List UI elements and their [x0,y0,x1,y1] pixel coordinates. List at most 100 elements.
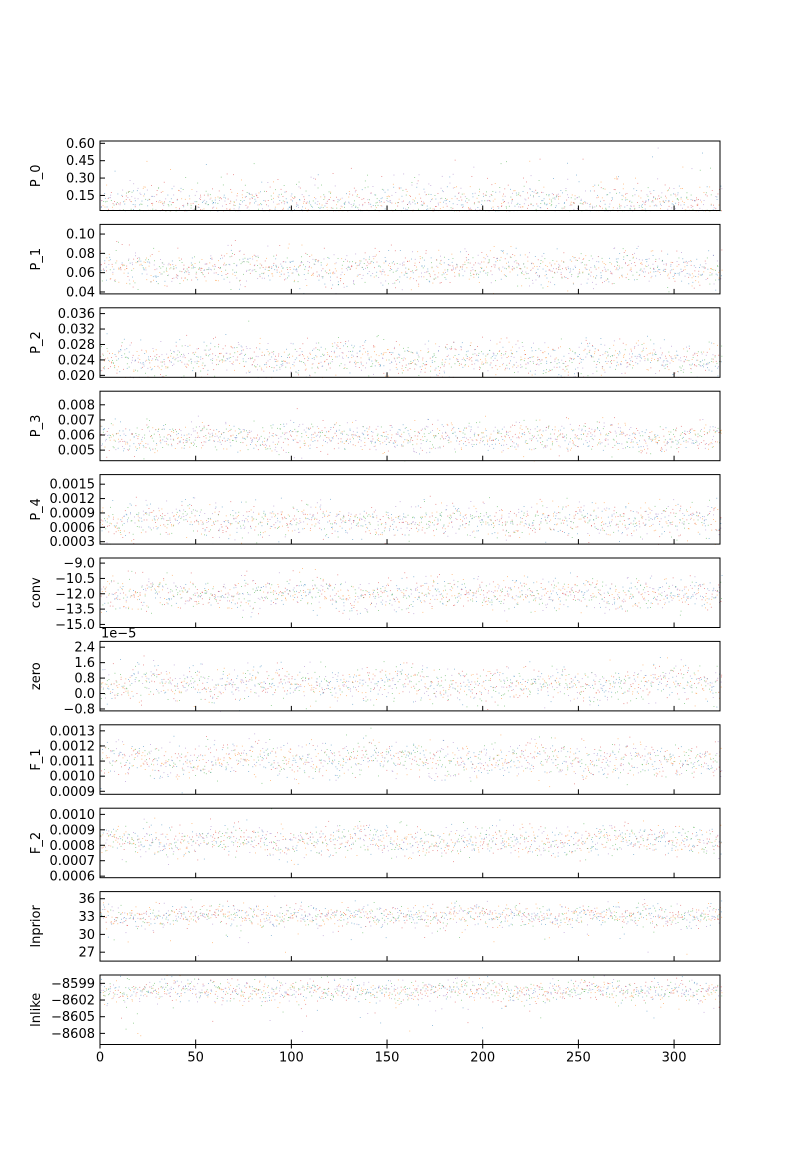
trace-point [548,437,550,439]
trace-point [553,178,554,179]
trace-point [478,201,480,203]
trace-point [327,453,329,455]
trace-point [511,200,513,202]
trace-point [503,444,505,446]
trace-point [108,437,110,439]
trace-point [620,361,622,362]
trace-point [225,423,227,425]
trace-point [117,193,119,195]
trace-point [271,351,273,353]
trace-point [125,441,127,443]
trace-point [617,264,618,266]
trace-point [128,259,129,261]
trace-point [629,364,631,366]
trace-point [697,355,698,357]
trace-point [125,435,127,436]
trace-point [709,362,710,364]
trace-point [672,358,674,360]
trace-point [529,357,531,359]
trace-point [716,260,718,262]
trace-point [256,347,257,349]
trace-point [388,250,390,251]
trace-point [412,362,414,363]
trace-point [502,439,504,440]
trace-point [399,263,401,265]
trace-point [526,181,527,183]
trace-point [682,188,683,189]
trace-point [135,262,137,264]
trace-point [196,432,198,434]
trace-point [102,205,104,207]
trace-point [119,351,121,353]
trace-point [464,196,466,198]
trace-point [473,368,475,370]
trace-point [446,186,448,188]
trace-point [512,269,514,271]
trace-point [240,200,242,201]
trace-point [129,199,131,201]
trace-point [320,451,322,452]
trace-point [133,190,134,192]
trace-point [445,347,447,349]
trace-point [574,434,576,436]
trace-point [322,268,324,270]
trace-point [121,357,123,358]
trace-point [289,267,291,268]
trace-point [449,264,451,266]
trace-point [407,369,409,371]
trace-point [471,443,473,445]
trace-point [218,343,220,345]
trace-point [501,270,502,272]
trace-point [468,207,469,208]
trace-point [355,363,357,365]
trace-point [336,344,338,346]
trace-point [312,363,314,365]
trace-point [288,362,290,364]
trace-point [139,362,141,364]
trace-point [344,448,346,450]
trace-point [676,250,678,252]
trace-point [661,352,663,354]
trace-point [408,433,410,435]
trace-point [544,203,546,205]
trace-point [376,261,378,263]
trace-point [504,188,506,190]
trace-point [616,261,618,263]
trace-point [267,200,269,201]
trace-point [462,275,464,277]
trace-point [530,270,531,271]
trace-point [188,273,190,275]
trace-point [162,262,164,264]
trace-point [123,209,124,211]
trace-point [587,343,588,345]
trace-point [273,367,275,369]
trace-point [545,357,546,359]
trace-point [131,196,133,198]
trace-point [397,202,399,204]
trace-point [120,421,121,423]
trace-point [316,203,318,205]
trace-point [542,261,544,263]
trace-point [287,247,289,249]
trace-point [652,200,654,202]
trace-point [179,360,181,362]
trace-point [106,270,107,272]
trace-point [574,202,575,204]
trace-point [330,356,332,358]
trace-point [604,203,606,205]
trace-point [499,443,500,444]
trace-point [438,350,439,352]
trace-point [427,419,429,420]
trace-point [427,352,429,353]
trace-point [597,195,598,196]
trace-point [139,192,141,194]
trace-point [695,276,697,277]
trace-point [590,271,592,273]
trace-point [312,349,313,351]
trace-point [204,365,206,367]
trace-point [552,429,553,431]
trace-point [109,256,111,258]
trace-point [399,281,400,283]
trace-point [284,279,285,281]
